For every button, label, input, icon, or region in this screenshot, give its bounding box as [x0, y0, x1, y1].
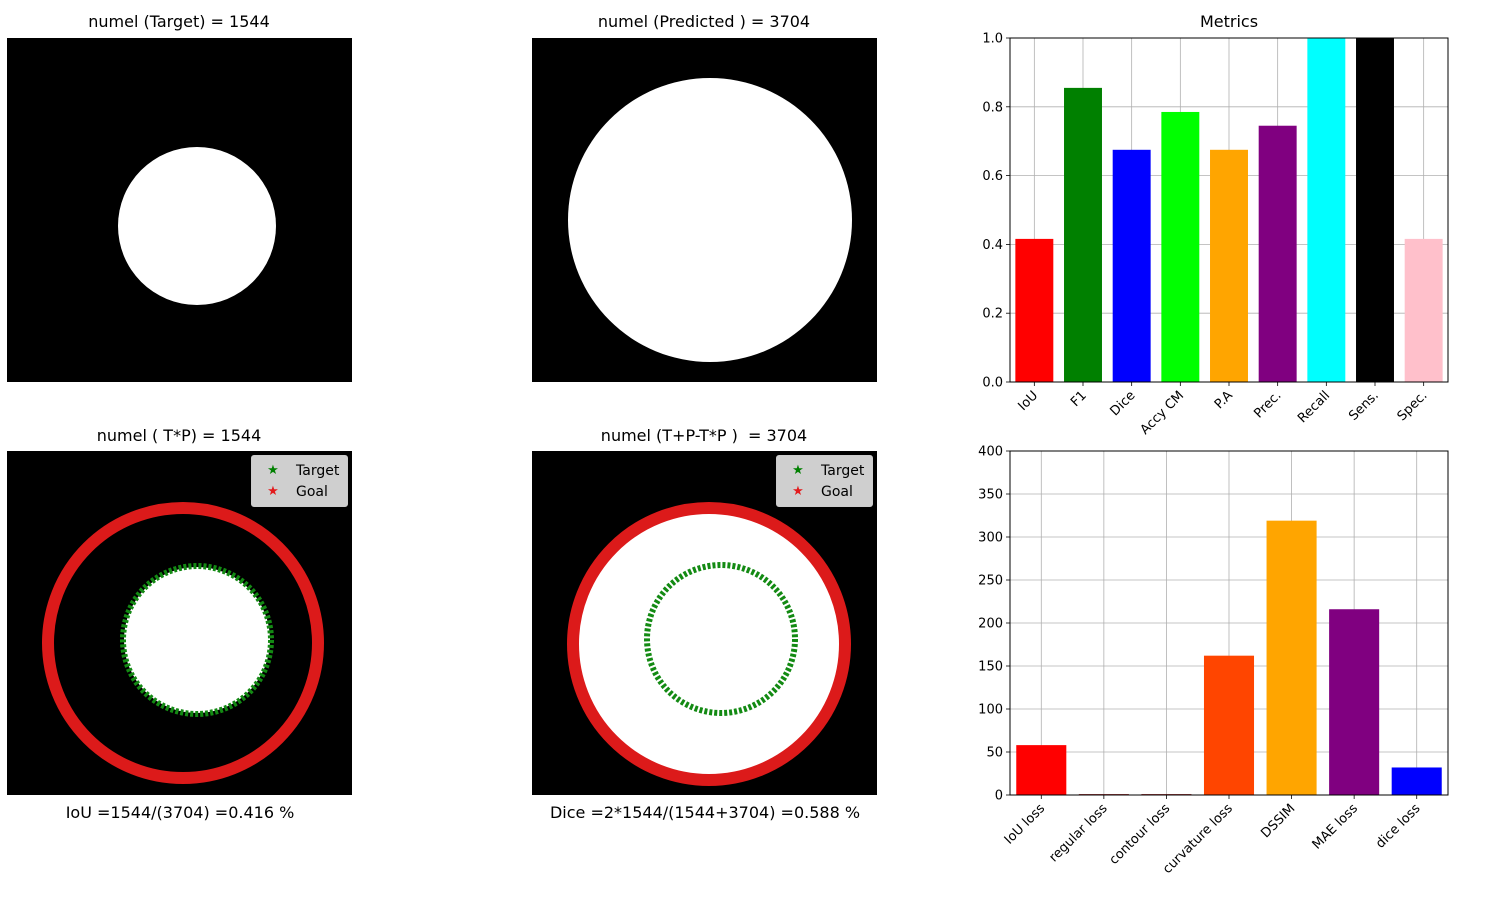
star-icon: ★ — [267, 463, 279, 478]
y-tick-label: 100 — [978, 703, 1003, 718]
bar — [1391, 767, 1442, 795]
union-title: numel (T+P-T*P ) = 3704 — [600, 426, 808, 445]
star-icon: ★ — [267, 484, 279, 499]
legend-label: Goal — [296, 483, 328, 500]
y-tick-label: 350 — [978, 488, 1003, 503]
target-mask-image — [7, 38, 352, 382]
x-tick-label: dice loss — [1373, 801, 1424, 852]
target-contour — [120, 563, 274, 717]
bar — [1329, 609, 1380, 795]
target-mask-circle — [118, 147, 276, 305]
predicted-title: numel (Predicted ) = 3704 — [597, 12, 811, 31]
predicted-mask-circle — [568, 78, 852, 362]
y-tick-label: 0.0 — [982, 376, 1003, 391]
bar — [1203, 655, 1255, 795]
y-tick-label: 150 — [978, 660, 1003, 675]
bar — [1258, 125, 1297, 382]
bar — [1307, 38, 1346, 382]
dice-caption: Dice =2*1544/(1544+3704) =0.588 % — [549, 803, 861, 822]
legend-label: Target — [296, 462, 340, 479]
intersection-mask-circle — [124, 567, 270, 713]
intersection-image: ★ Target ★ Goal — [7, 451, 352, 795]
legend-item-goal: ★ Goal — [785, 481, 864, 502]
bar — [1016, 745, 1067, 795]
bar — [1015, 238, 1054, 382]
bar — [1161, 111, 1200, 383]
y-tick-label: 0.6 — [982, 169, 1003, 184]
y-tick-label: 0.2 — [982, 307, 1003, 322]
bar — [1266, 520, 1317, 795]
goal-ring — [42, 502, 324, 784]
y-tick-label: 250 — [978, 574, 1003, 589]
legend: ★ Target ★ Goal — [776, 455, 874, 507]
y-tick-label: 0.4 — [982, 238, 1003, 253]
axes-frame — [1009, 450, 1449, 796]
y-tick-label: 0.8 — [982, 100, 1003, 115]
x-tick-label: contour loss — [1107, 801, 1174, 868]
goal-ring — [567, 502, 851, 786]
legend-item-target: ★ Target — [785, 460, 864, 481]
bar — [1064, 87, 1102, 382]
legend-label: Target — [821, 462, 865, 479]
predicted-mask-svg — [568, 78, 852, 362]
y-tick-label: 400 — [978, 445, 1003, 460]
metrics-title: Metrics — [1199, 12, 1259, 31]
union-image: ★ Target ★ Goal — [532, 451, 877, 795]
x-tick-label: regular loss — [1047, 801, 1111, 865]
star-icon: ★ — [792, 463, 804, 478]
iou-caption: IoU =1544/(3704) =0.416 % — [65, 803, 295, 822]
y-tick-label: 200 — [978, 617, 1003, 632]
legend-label: Goal — [821, 483, 853, 500]
y-tick-label: 50 — [986, 746, 1003, 761]
union-svg — [567, 502, 851, 786]
target-mask-svg — [118, 147, 276, 305]
x-tick-label: IoU loss — [1002, 801, 1049, 848]
intersection-svg — [42, 502, 324, 784]
y-tick-label: 300 — [978, 531, 1003, 546]
axes-frame — [1009, 37, 1449, 383]
target-contour — [644, 562, 798, 716]
y-tick-label: 1.0 — [982, 32, 1003, 47]
star-icon: ★ — [792, 484, 804, 499]
legend: ★ Target ★ Goal — [251, 455, 349, 507]
target-title: numel (Target) = 1544 — [88, 12, 270, 31]
x-tick-label: DSSIM — [1258, 801, 1298, 841]
bar — [1404, 238, 1443, 382]
bar — [1112, 149, 1151, 382]
legend-item-target: ★ Target — [260, 460, 339, 481]
bar — [1356, 38, 1394, 382]
bar — [1210, 149, 1248, 382]
x-tick-label: MAE loss — [1310, 801, 1361, 852]
intersection-title: numel ( T*P) = 1544 — [96, 426, 262, 445]
union-mask-circle — [573, 508, 845, 780]
legend-item-goal: ★ Goal — [260, 481, 339, 502]
y-tick-label: 0 — [995, 789, 1003, 804]
predicted-mask-image — [532, 38, 877, 382]
